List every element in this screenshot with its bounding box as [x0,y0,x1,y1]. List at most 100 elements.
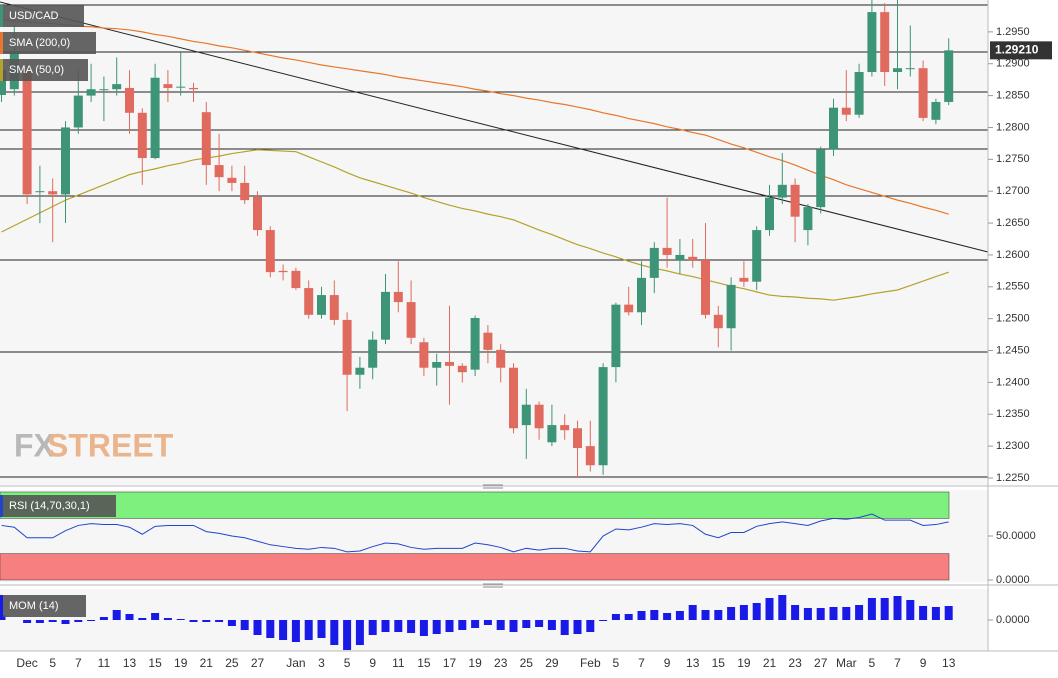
candle-body [470,318,480,370]
momentum-bar [803,608,812,620]
candle-body [201,112,211,166]
momentum-bar [650,610,659,620]
momentum-bar [253,620,262,635]
momentum-bar [522,620,531,628]
legend-box [0,495,116,517]
x-tick-label: 11 [392,656,405,670]
x-tick-label: 21 [200,656,214,670]
momentum-bar [727,607,736,620]
momentum-bar [112,610,121,620]
y-tick-label: 1.2250 [996,472,1030,484]
legend-box [0,595,86,617]
candle-body [73,95,83,128]
moving-average [1,149,949,301]
candle-body [61,127,70,195]
momentum-bar [87,620,96,621]
legend-box [0,32,96,54]
x-tick-label: 5 [613,656,620,670]
momentum-bar [304,620,313,640]
candle-body [240,182,250,201]
x-tick-label: 25 [225,656,239,670]
momentum-bar [765,598,774,620]
momentum-bar [483,620,492,625]
y-tick-label: 0.0000 [996,614,1030,626]
candle-body [317,295,326,315]
candle-body [445,361,454,366]
candle-body [496,349,506,368]
candle-body [765,197,774,231]
momentum-bar [407,620,416,633]
last-price-label: 1.29210 [995,43,1039,57]
momentum-bar [714,610,723,620]
x-tick-label: 13 [686,656,700,670]
rsi-line [1,513,949,553]
candle-body [227,177,237,183]
main-panel [0,0,988,485]
momentum-bar [291,620,300,642]
candle-body [483,332,493,350]
momentum-bar [330,620,339,645]
momentum-bar [931,607,940,620]
candle-body [291,270,301,289]
watermark: STREET [47,427,174,463]
candle-body [521,404,531,426]
candle-body [688,256,698,261]
y-tick-label: 50.0000 [996,530,1036,542]
y-tick-label: 1.2600 [996,249,1030,261]
momentum-bar [394,620,403,632]
candle-body [726,284,736,329]
momentum-bar [35,620,44,623]
x-tick-label: 23 [788,656,802,670]
candle-body [662,247,672,255]
y-tick-label: 1.2700 [996,185,1030,197]
candle-body [893,68,902,73]
momentum-bar [215,620,224,622]
mom-panel [0,589,988,651]
candle-body [253,196,262,231]
y-tick-label: 1.2950 [996,26,1030,38]
x-tick-label: 19 [737,656,751,670]
candle-body [739,277,749,282]
moving-average [1,19,949,215]
candle-body [355,367,365,375]
candle-body [406,302,416,338]
candle-body [573,428,582,449]
candle-body [598,367,608,466]
x-tick-label: 9 [920,656,927,670]
momentum-bar [573,620,582,634]
momentum-bar [791,605,800,620]
candle-body [342,319,352,375]
candle-body [457,365,467,373]
legend-box [0,59,88,81]
momentum-bar [0,615,6,620]
momentum-bar [317,620,326,638]
candle-body [432,361,442,368]
legend-swatch [0,595,3,617]
last-price-tag [990,41,1052,60]
candle-body [918,68,928,118]
candle-body [944,50,954,102]
candle-body [509,367,518,429]
legend-swatch [0,59,3,81]
y-tick-label: 1.2900 [996,58,1030,70]
legend-label: SMA (50,0) [9,64,64,76]
momentum-bar [778,595,787,620]
candle-body [931,101,941,120]
momentum-bar [368,620,377,635]
momentum-bar [445,620,454,632]
candle-body [22,70,32,195]
candle-body [278,270,288,273]
x-tick-label: Dec [16,656,37,670]
momentum-bar [599,620,608,621]
legend-label: SMA (200,0) [9,37,70,49]
momentum-bar [688,605,697,620]
y-tick-label: 0.0000 [996,574,1030,586]
candle-body [265,230,275,273]
x-tick-label: 7 [894,656,901,670]
candle-body [624,304,634,313]
x-tick-label: 3 [318,656,325,670]
momentum-bar [48,620,57,622]
momentum-bar [611,614,620,620]
y-tick-label: 1.2500 [996,313,1030,325]
candle-body [905,68,915,70]
